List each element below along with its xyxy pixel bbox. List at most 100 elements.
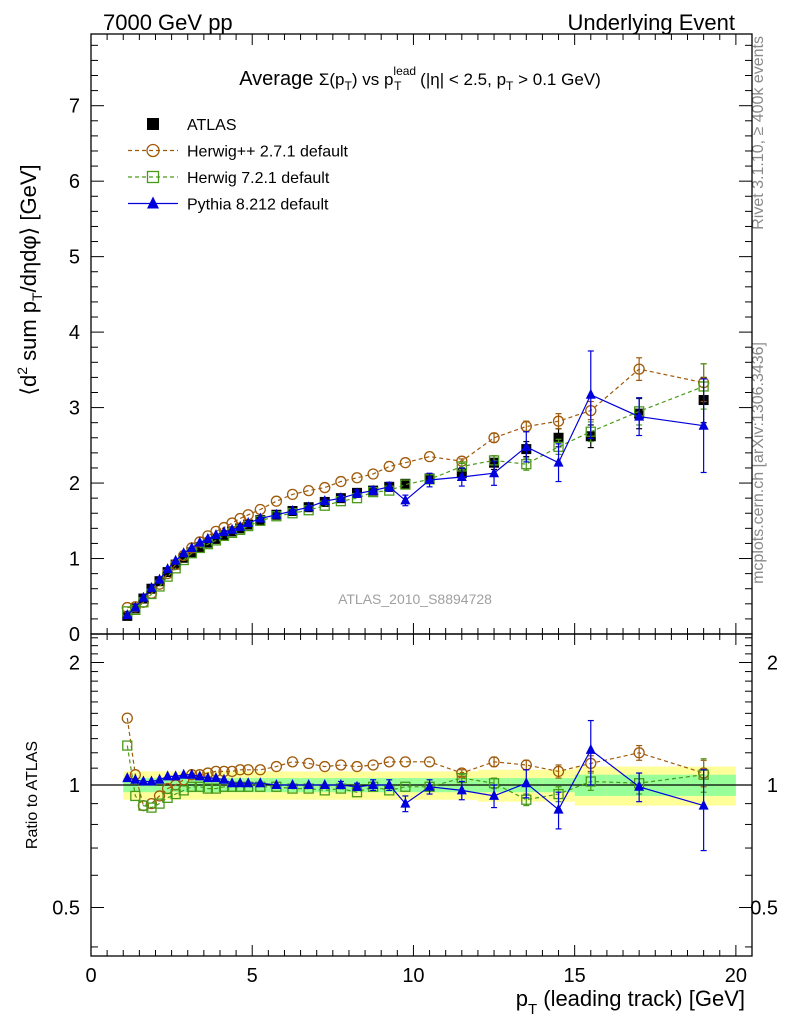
ratio-pythia-8-212-default-point — [255, 777, 266, 788]
main-pythia-8-212-default-point — [634, 410, 645, 421]
main-y-tick-label: 2 — [69, 473, 80, 495]
ratio-herwig-7-2-1-default-point — [178, 785, 189, 796]
x-tick-label: 0 — [85, 965, 96, 987]
main-y-tick-label: 7 — [69, 96, 80, 118]
ratio-pythia-8-212-default-point — [170, 770, 181, 781]
main-herwig-2-7-1-default-point — [319, 481, 331, 494]
main-y-label-sub: T — [29, 292, 45, 301]
title-cut-sub: T — [506, 79, 514, 93]
legend-label: ATLAS — [187, 117, 237, 134]
main-pythia-8-212-default-point — [400, 494, 411, 505]
ratio-pythia-8-212-default-point — [130, 773, 141, 784]
ratio-pythia-8-212-default-point — [319, 778, 330, 789]
main-pythia-8-212-default-point — [227, 523, 238, 534]
main-pythia-8-212-default-point — [335, 492, 346, 503]
main-herwig-2-7-1-default-point — [383, 460, 395, 473]
ratio-y-tick-label-right: 2 — [767, 653, 778, 675]
legend-marker — [147, 118, 159, 130]
legend: ATLAS Herwig++ 2.7.1 default Herwig 7.2.1 … — [128, 117, 349, 214]
main-atlas-series — [122, 376, 709, 621]
main-y-label-part2: sum p — [16, 301, 41, 367]
main-pythia-8-212-default-point — [178, 547, 189, 558]
main-herwig-7-2-1-default-line — [127, 385, 704, 612]
ratio-herwig-7-2-1-default-point — [162, 792, 173, 803]
ratio-herwig-7-2-1-default-point — [202, 783, 214, 794]
ratio-pythia-8-212-default-point — [194, 770, 205, 781]
title-sigma: Σ(p — [319, 70, 345, 89]
ratio-herwig-2-7-1-default-point — [488, 756, 500, 768]
main-herwig-7-2-1-default-point — [400, 479, 411, 490]
main-pythia-8-212-default-point — [255, 512, 266, 523]
main-pythia-8-212-default-point — [210, 529, 221, 540]
ratio-herwig-2-7-1-default-point — [399, 756, 412, 768]
ratio-pythia-8-212-default-point — [243, 777, 254, 788]
ratio-pythia-8-212-default-point — [162, 770, 173, 781]
main-pythia-8-212-default-point — [235, 520, 246, 531]
main-pythia-8-212-default-point — [186, 541, 197, 552]
ratio-pythia-8-212-default-point — [122, 772, 133, 783]
ratio-y-tick-label-left: 1 — [69, 775, 80, 797]
ratio-herwig-7-2-1-default-point — [400, 781, 411, 792]
ratio-pythia-8-212-default-point — [186, 768, 197, 779]
main-herwig-2-7-1-default-point — [488, 432, 500, 444]
ratio-pythia-8-212-default-point — [287, 778, 298, 789]
plot-title: Average Σ(pT) vs plead T (|η| < 2.5, pT >… — [239, 64, 601, 93]
main-pythia-8-212-default-point — [368, 484, 379, 495]
legend-label: Pythia 8.212 default — [187, 197, 329, 214]
header-left: 7000 GeV pp — [103, 10, 233, 35]
ratio-herwig-7-2-1-default-point — [130, 790, 141, 802]
main-y-tick-label: 1 — [69, 549, 80, 571]
main-herwig-2-7-1-default-point — [302, 484, 315, 497]
legend-entry-atlas: ATLAS — [147, 117, 237, 134]
main-y-tick-label: 5 — [69, 247, 80, 269]
main-pythia-8-212-default-point — [303, 501, 314, 512]
ratio-herwig-7-2-1-default-line — [126, 745, 704, 809]
ratio-herwig-7-2-1-default-point — [186, 781, 197, 792]
title-vs-sub: T — [394, 79, 402, 93]
ratio-pythia-8-212-default-point — [138, 775, 149, 786]
ratio-herwig-2-7-1-default-point — [286, 756, 299, 768]
ratio-herwig-2-7-1-default-point — [319, 760, 331, 773]
main-herwig-2-7-1-default-series — [121, 357, 710, 614]
main-herwig-2-7-1-default-point — [367, 468, 379, 480]
ratio-pythia-8-212-default-point — [303, 778, 314, 789]
main-pythia-8-212-default-point — [521, 440, 532, 451]
legend-marker — [147, 196, 159, 209]
ratio-herwig-2-7-1-default-point — [351, 760, 363, 773]
main-herwig-2-7-1-default-point — [286, 488, 299, 501]
main-pythia-8-212-default-point — [352, 487, 363, 498]
ratio-pythia-8-212-default-point — [271, 778, 282, 789]
main-herwig-2-7-1-default-point — [335, 475, 347, 488]
ratio-herwig-2-7-1-default-point — [552, 765, 565, 778]
ratio-pythia-8-212-default-series — [122, 719, 709, 852]
ratio-herwig-2-7-1-default-point — [367, 759, 379, 771]
header-right: Underlying Event — [567, 10, 735, 35]
ratio-pythia-8-212-default-point — [521, 777, 532, 788]
main-pythia-8-212-default-point — [287, 504, 298, 515]
title-sigma-close: ) — [352, 70, 358, 89]
ratio-pythia-8-212-default-line — [127, 748, 704, 811]
legend-entry-herwig-2-7-1-default: Herwig++ 2.7.1 default — [128, 144, 349, 161]
ratio-herwig-7-2-1-default-point — [122, 740, 133, 751]
rivet-label: Rivet 3.1.10, ≥ 400k events — [750, 36, 767, 230]
ratio-pythia-8-212-default-point — [352, 780, 363, 791]
ratio-herwig-2-7-1-default-point — [270, 760, 283, 773]
ratio-pythia-8-212-default-point — [335, 778, 346, 789]
ratio-pythia-8-212-default-point — [210, 772, 221, 783]
title-cut-close: > 0.1 GeV) — [513, 70, 600, 89]
main-pythia-8-212-default-point — [553, 456, 564, 467]
ratio-y-tick-label-left: 0.5 — [52, 897, 80, 919]
ratio-pythia-8-212-default-point — [146, 775, 157, 786]
main-herwig-2-7-1-default-point — [351, 472, 363, 484]
main-pythia-8-212-default-point — [194, 536, 205, 547]
main-pythia-8-212-default-point — [456, 471, 467, 482]
ratio-pythia-8-212-default-point — [424, 780, 435, 791]
main-atlas-point — [400, 478, 411, 489]
main-pythia-8-212-default-point — [698, 419, 709, 430]
ratio-pythia-8-212-default-point — [235, 777, 246, 788]
ratio-y-tick-label-right: 1 — [767, 775, 778, 797]
main-atlas-point — [553, 432, 564, 443]
main-pythia-8-212-default-point — [170, 554, 181, 565]
